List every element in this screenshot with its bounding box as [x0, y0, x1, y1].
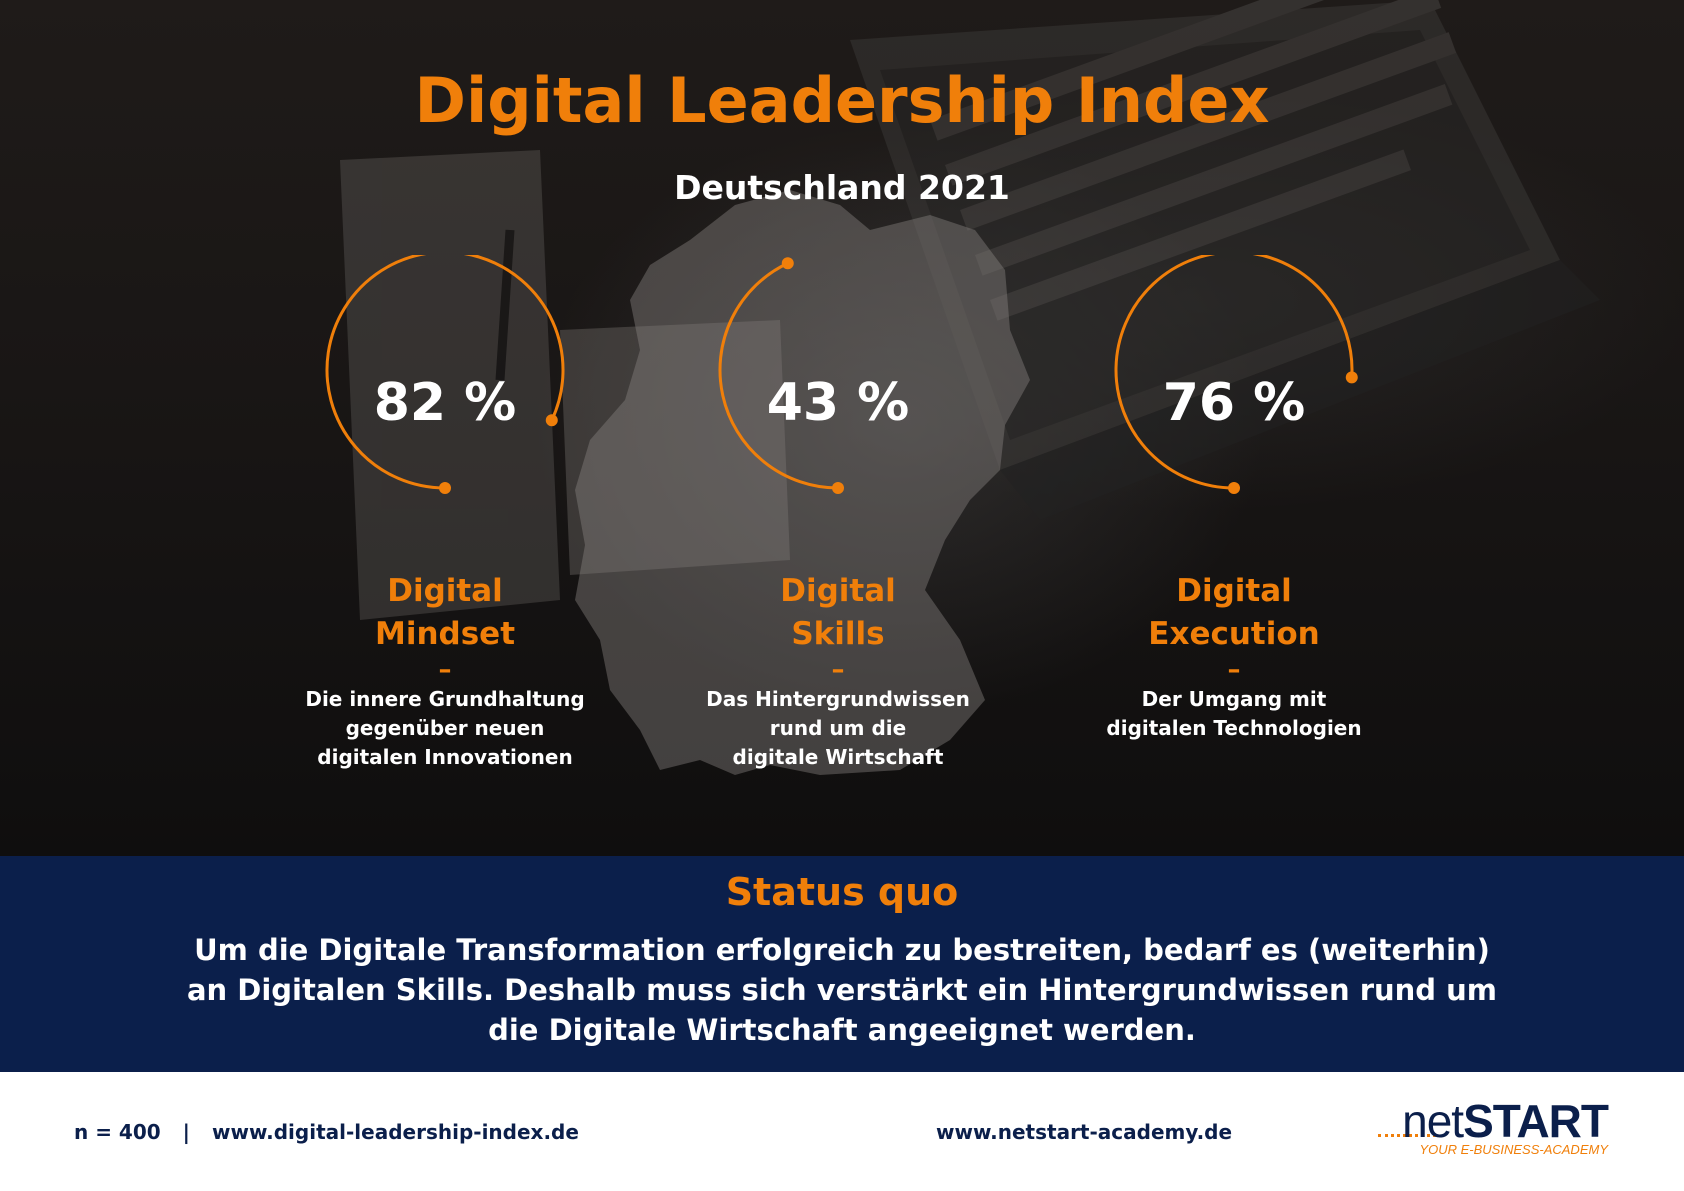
index-website-link[interactable]: www.digital-leadership-index.de	[211, 1120, 579, 1144]
description-line: rund um die	[769, 716, 907, 740]
status-line: Um die Digitale Transformation erfolgrei…	[194, 933, 1490, 967]
metric-value: 76 %	[1162, 373, 1306, 433]
laptop-illustration	[850, 0, 1600, 520]
metric-name-line: Mindset	[374, 616, 516, 652]
status-text: Um die Digitale Transformation erfolgrei…	[180, 930, 1504, 1050]
metric-name: Digital Execution	[1054, 570, 1414, 656]
hero-section: Digital Leadership Index Deutschland 202…	[0, 0, 1684, 856]
arc-start-marker	[832, 482, 844, 494]
arc-end-marker	[1345, 371, 1358, 384]
description-line: Die innere Grundhaltung	[305, 687, 585, 711]
progress-arc	[325, 255, 565, 490]
status-quo-section: Status quo Um die Digitale Transformatio…	[0, 856, 1684, 1072]
description-line: gegenüber neuen	[345, 716, 545, 740]
progress-arc	[1114, 255, 1354, 490]
footer-separator: |	[182, 1120, 190, 1144]
logo-wordmark: netSTART	[1402, 1094, 1609, 1148]
metric-name-line: Execution	[1148, 616, 1320, 652]
progress-arc	[718, 261, 839, 490]
metric-value: 43 %	[766, 373, 910, 433]
metric-value: 82 %	[373, 373, 517, 433]
metric-name-line: Skills	[791, 616, 885, 652]
metric-name-line: Digital	[780, 573, 896, 609]
page-subtitle: Deutschland 2021	[674, 168, 1010, 207]
metric-dash: –	[831, 655, 845, 685]
metric-name-line: Digital	[387, 573, 503, 609]
arc-start-marker	[1228, 482, 1240, 494]
arc-end-marker	[781, 257, 794, 270]
footer-left: n = 400 | www.digital-leadership-index.de	[74, 1120, 579, 1144]
metric-dash: –	[438, 655, 452, 685]
metric-dash: –	[1227, 655, 1241, 685]
progress-ring-mindset	[325, 255, 565, 494]
description-line: digitale Wirtschaft	[732, 745, 944, 769]
arc-end-marker	[545, 414, 558, 427]
status-line: die Digitale Wirtschaft angeeignet werde…	[488, 1013, 1196, 1047]
metric-name: Digital Mindset	[265, 570, 625, 656]
page-title: Digital Leadership Index	[414, 64, 1270, 137]
logo-tagline: YOUR E-BUSINESS-ACADEMY	[1419, 1142, 1608, 1157]
metric-description: Das Hintergrundwissen rund um die digita…	[658, 685, 1018, 772]
progress-ring-execution	[1114, 255, 1358, 494]
description-line: Das Hintergrundwissen	[706, 687, 970, 711]
academy-website-link[interactable]: www.netstart-academy.de	[936, 1120, 1233, 1144]
footer: n = 400 | www.digital-leadership-index.de …	[0, 1072, 1684, 1191]
metric-name-line: Digital	[1176, 573, 1292, 609]
status-line: an Digitalen Skills. Deshalb muss sich v…	[186, 973, 1498, 1007]
logo-start: START	[1463, 1095, 1609, 1147]
metric-description: Die innere Grundhaltung gegenüber neuen …	[265, 685, 625, 772]
description-line: digitalen Innovationen	[317, 745, 573, 769]
metric-description: Der Umgang mit digitalen Technologien	[1054, 685, 1414, 743]
logo-dots	[1378, 1134, 1436, 1137]
logo-net: net	[1402, 1095, 1464, 1147]
description-line: Der Umgang mit	[1141, 687, 1327, 711]
netstart-logo: netSTART YOUR E-BUSINESS-ACADEMY	[1378, 1095, 1609, 1166]
metric-name: Digital Skills	[658, 570, 1018, 656]
status-title: Status quo	[725, 870, 959, 914]
sample-size: n = 400	[74, 1120, 161, 1144]
description-line: digitalen Technologien	[1106, 716, 1362, 740]
arc-start-marker	[439, 482, 451, 494]
progress-ring-skills	[718, 257, 844, 494]
